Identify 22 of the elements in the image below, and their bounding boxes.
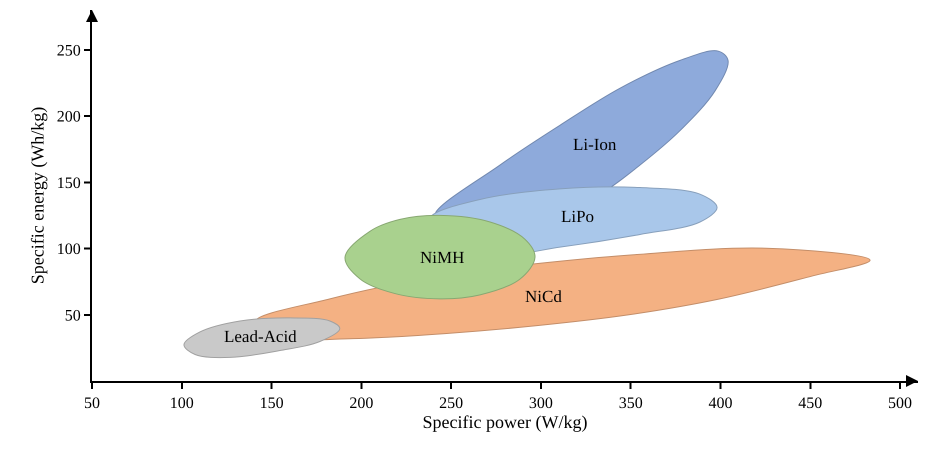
x-tick-label: 50 (84, 395, 100, 412)
x-tick-label: 500 (888, 395, 912, 412)
x-tick-label: 100 (170, 395, 194, 412)
series-label: NiCd (525, 287, 562, 306)
series-label: Li-Ion (573, 135, 617, 154)
x-tick-label: 150 (260, 395, 284, 412)
x-tick-label: 450 (798, 395, 822, 412)
series-label: Lead-Acid (224, 327, 298, 346)
x-axis-title: Specific power (W/kg) (422, 412, 588, 432)
y-tick-label: 200 (56, 108, 81, 126)
y-tick-label: 250 (56, 42, 81, 60)
y-tick-label: 100 (56, 241, 81, 258)
y-axis-title: Specific energy (Wh/kg) (28, 106, 48, 284)
x-tick-label: 300 (528, 395, 553, 412)
x-tick-label: 400 (708, 395, 732, 412)
y-tick-label: 150 (56, 174, 81, 192)
series-label: NiMH (420, 248, 464, 267)
y-tick-label: 50 (64, 307, 81, 324)
x-tick-label: 200 (349, 395, 374, 412)
x-tick-label: 250 (439, 395, 464, 412)
series-label: LiPo (561, 207, 594, 226)
x-tick-label: 350 (618, 395, 643, 412)
